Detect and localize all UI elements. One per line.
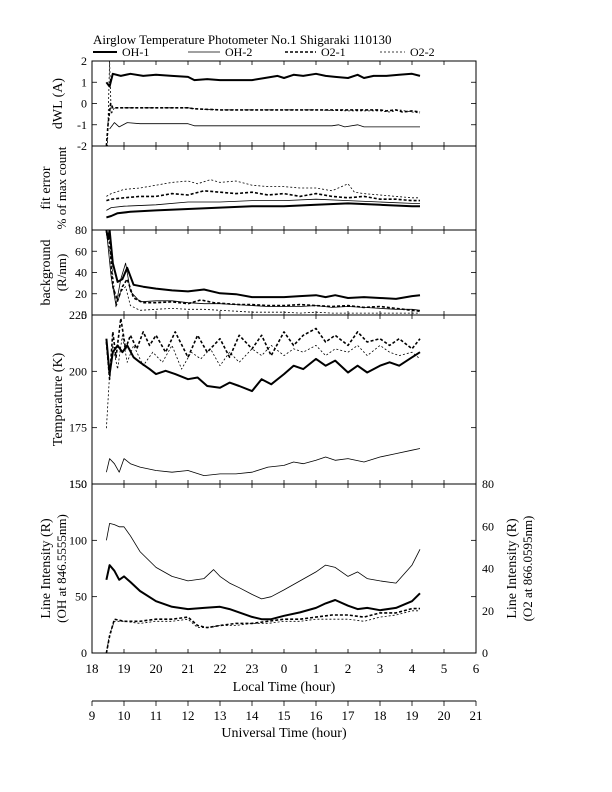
universal-time-tick-label: 18 <box>374 708 387 723</box>
y-tick-label: 0 <box>81 97 87 111</box>
local-time-tick-label: 23 <box>246 661 259 676</box>
universal-time-tick-label: 17 <box>342 708 356 723</box>
series-oh-2-fit-error <box>106 198 420 211</box>
series-o2-2-temperature <box>106 334 421 429</box>
y-axis-label: Line Intensity (R) <box>39 518 54 619</box>
local-time-tick-label: 3 <box>377 661 384 676</box>
universal-time-tick-label: 16 <box>310 708 324 723</box>
y-tick-label: 100 <box>69 533 87 547</box>
y-tick-label: 0 <box>81 308 87 322</box>
y-tick-label: -2 <box>77 139 87 153</box>
universal-time-tick-label: 13 <box>214 708 227 723</box>
y-axis-label: Temperature (K) <box>51 352 66 446</box>
universal-time-tick-label: 15 <box>278 708 291 723</box>
y-axis-label: dWL (A) <box>51 78 66 130</box>
y-axis-label-line2: (OH at 846.5555nm) <box>54 514 69 623</box>
y2-tick-label: 80 <box>482 477 494 491</box>
y-tick-label: 225 <box>69 308 87 322</box>
y2-axis-label: Line Intensity (R) <box>505 518 520 619</box>
series-o2-1-line-intensity <box>105 607 420 653</box>
local-time-tick-label: 6 <box>473 661 480 676</box>
y-axis-label: fit error <box>39 166 54 209</box>
universal-time-axis-label: Universal Time (hour) <box>221 726 347 741</box>
series-o2-1-background <box>105 231 421 312</box>
local-time-axis-label: Local Time (hour) <box>233 680 336 695</box>
legend: OH-1 OH-2 O2-1 O2-2 <box>93 45 435 59</box>
universal-time-tick-label: 10 <box>118 708 131 723</box>
panel-background: 80 60 40 20 0 background (R/nm) <box>39 223 477 322</box>
legend-label-o2-1: O2-1 <box>321 45 346 59</box>
local-time-tick-label: 19 <box>118 661 131 676</box>
panel-dwl: 2 1 0 -1 -2 dWL (A) <box>51 54 477 153</box>
local-time-tick-label: 0 <box>281 661 288 676</box>
series-oh-1-line-intensity <box>105 564 421 621</box>
y-axis-label-line2: % of max count <box>54 146 69 229</box>
series-oh-1-temperature <box>105 338 421 393</box>
local-time-tick-label: 5 <box>441 661 448 676</box>
series-oh-1-dwl <box>105 72 421 88</box>
y2-tick-label: 0 <box>482 646 488 660</box>
series-o2-2-fit-error <box>106 179 420 199</box>
universal-time-tick-label: 11 <box>150 708 163 723</box>
series-o2-1-temperature <box>105 317 421 380</box>
y-axis-label: background <box>39 239 54 305</box>
universal-time-tick-label: 21 <box>470 708 483 723</box>
chart-title: Airglow Temperature Photometer No.1 Shig… <box>93 32 392 47</box>
y-axis-label-line2: (R/nm) <box>54 254 69 292</box>
universal-time-tick-label: 19 <box>406 708 419 723</box>
panel-frame <box>91 60 477 147</box>
universal-time-tick-label: 20 <box>438 708 451 723</box>
series-oh-2-line-intensity <box>106 523 421 600</box>
y-tick-label: 20 <box>75 287 87 301</box>
y2-tick-label: 60 <box>482 519 494 533</box>
y-tick-label: -1 <box>77 118 87 132</box>
series-o2-2-dwl <box>105 61 421 146</box>
local-time-tick-label: 18 <box>86 661 99 676</box>
panel-fit-error: fit error% of max count <box>39 145 477 231</box>
local-time-tick-label: 2 <box>345 661 352 676</box>
y-tick-label: 1 <box>81 75 87 89</box>
series-o2-1-dwl <box>105 102 421 146</box>
local-time-tick-label: 20 <box>150 661 163 676</box>
panel-frame <box>91 145 477 231</box>
y-tick-label: 50 <box>75 590 87 604</box>
universal-time-tick-label: 12 <box>182 708 195 723</box>
y2-tick-label: 40 <box>482 562 494 576</box>
y-tick-label: 40 <box>75 266 87 280</box>
y2-axis-label-line2: (O2 at 866.0595nm) <box>520 516 535 622</box>
y-tick-label: 0 <box>81 646 87 660</box>
y-tick-label: 200 <box>69 364 87 378</box>
y2-tick-label: 20 <box>482 604 494 618</box>
y-tick-label: 150 <box>69 477 87 491</box>
y-tick-label: 150 <box>69 477 87 491</box>
legend-label-oh-1: OH-1 <box>122 45 149 59</box>
y-tick-label: 60 <box>75 244 87 258</box>
local-time-tick-label: 4 <box>409 661 416 676</box>
series-o2-2-background <box>106 233 420 314</box>
local-time-tick-label: 21 <box>182 661 195 676</box>
panel-temperature: 225 200 175 150 Temperature (K) <box>51 308 477 491</box>
legend-label-oh-2: OH-2 <box>225 45 252 59</box>
panel-frame <box>91 483 477 654</box>
legend-label-o2-2: O2-2 <box>410 45 435 59</box>
y-tick-label: 80 <box>75 223 87 237</box>
local-time-tick-label: 1 <box>313 661 320 676</box>
series-oh-2-dwl <box>109 122 420 130</box>
local-time-tick-label: 22 <box>214 661 227 676</box>
universal-time-tick-label: 9 <box>89 708 96 723</box>
universal-time-tick-label: 14 <box>246 708 260 723</box>
y-tick-label: 175 <box>69 421 87 435</box>
series-o2-2-line-intensity <box>106 610 420 653</box>
series-o2-1-fit-error <box>106 190 420 202</box>
y-tick-label: 2 <box>81 54 87 68</box>
series-oh-1-background <box>105 230 421 300</box>
series-oh-2-temperature <box>106 448 421 476</box>
series-oh-1-fit-error <box>106 202 420 219</box>
